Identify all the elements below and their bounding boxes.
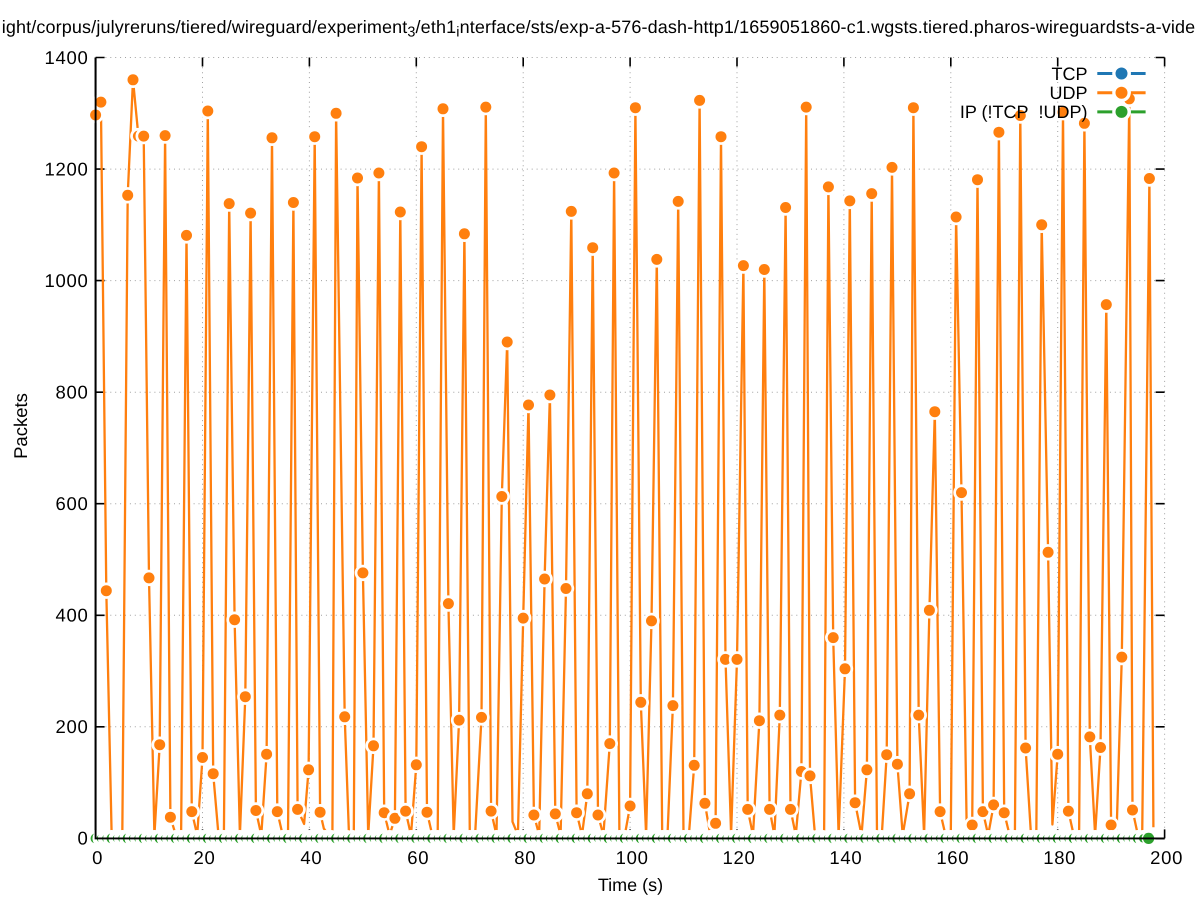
svg-text:100: 100 <box>616 847 649 868</box>
svg-text:200: 200 <box>1150 847 1183 868</box>
svg-text:80: 80 <box>514 847 536 868</box>
svg-text:UDP: UDP <box>1049 83 1087 103</box>
svg-text:1200: 1200 <box>45 158 89 179</box>
svg-text:0: 0 <box>78 828 89 849</box>
svg-text:140: 140 <box>829 847 862 868</box>
svg-text:20: 20 <box>194 847 216 868</box>
svg-text:800: 800 <box>56 382 89 403</box>
svg-text:TCP: TCP <box>1052 64 1088 84</box>
svg-text:0: 0 <box>92 847 103 868</box>
svg-text:160: 160 <box>936 847 969 868</box>
svg-text:120: 120 <box>723 847 756 868</box>
svg-text:60: 60 <box>407 847 429 868</box>
svg-text:1000: 1000 <box>45 270 89 291</box>
svg-text:600: 600 <box>56 493 89 514</box>
svg-text:180: 180 <box>1043 847 1076 868</box>
svg-text:Packets: Packets <box>10 393 31 459</box>
svg-text:ight/corpus/julyreruns/tiered/: ight/corpus/julyreruns/tiered/wireguard/… <box>2 17 1196 41</box>
svg-text:1400: 1400 <box>45 47 89 68</box>
svg-text:Time (s): Time (s) <box>598 875 663 895</box>
svg-text:400: 400 <box>56 605 89 626</box>
svg-text:200: 200 <box>56 716 89 737</box>
svg-text:IP (!TCP !UDP): IP (!TCP !UDP) <box>960 102 1088 122</box>
svg-text:40: 40 <box>300 847 322 868</box>
